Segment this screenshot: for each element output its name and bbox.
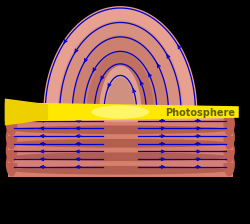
Polygon shape	[8, 111, 233, 136]
Ellipse shape	[223, 151, 235, 177]
Ellipse shape	[10, 153, 231, 162]
Polygon shape	[87, 52, 154, 112]
Ellipse shape	[10, 113, 231, 122]
Polygon shape	[8, 138, 233, 163]
Polygon shape	[8, 125, 233, 150]
Ellipse shape	[10, 139, 231, 148]
Ellipse shape	[10, 152, 231, 161]
Ellipse shape	[223, 111, 235, 136]
Polygon shape	[58, 21, 183, 112]
Polygon shape	[106, 77, 135, 112]
Ellipse shape	[6, 138, 17, 163]
Polygon shape	[43, 6, 197, 112]
Ellipse shape	[223, 138, 235, 163]
Ellipse shape	[92, 105, 149, 119]
Polygon shape	[5, 99, 48, 125]
Ellipse shape	[6, 125, 17, 150]
Ellipse shape	[223, 125, 235, 150]
Ellipse shape	[6, 151, 17, 177]
Ellipse shape	[10, 125, 231, 134]
Polygon shape	[99, 66, 141, 112]
Polygon shape	[5, 102, 239, 122]
Ellipse shape	[10, 166, 231, 175]
Ellipse shape	[6, 111, 17, 136]
Ellipse shape	[10, 140, 231, 149]
Text: Photosphere: Photosphere	[166, 108, 236, 118]
Polygon shape	[8, 151, 233, 177]
Polygon shape	[72, 35, 168, 112]
Ellipse shape	[10, 126, 231, 135]
